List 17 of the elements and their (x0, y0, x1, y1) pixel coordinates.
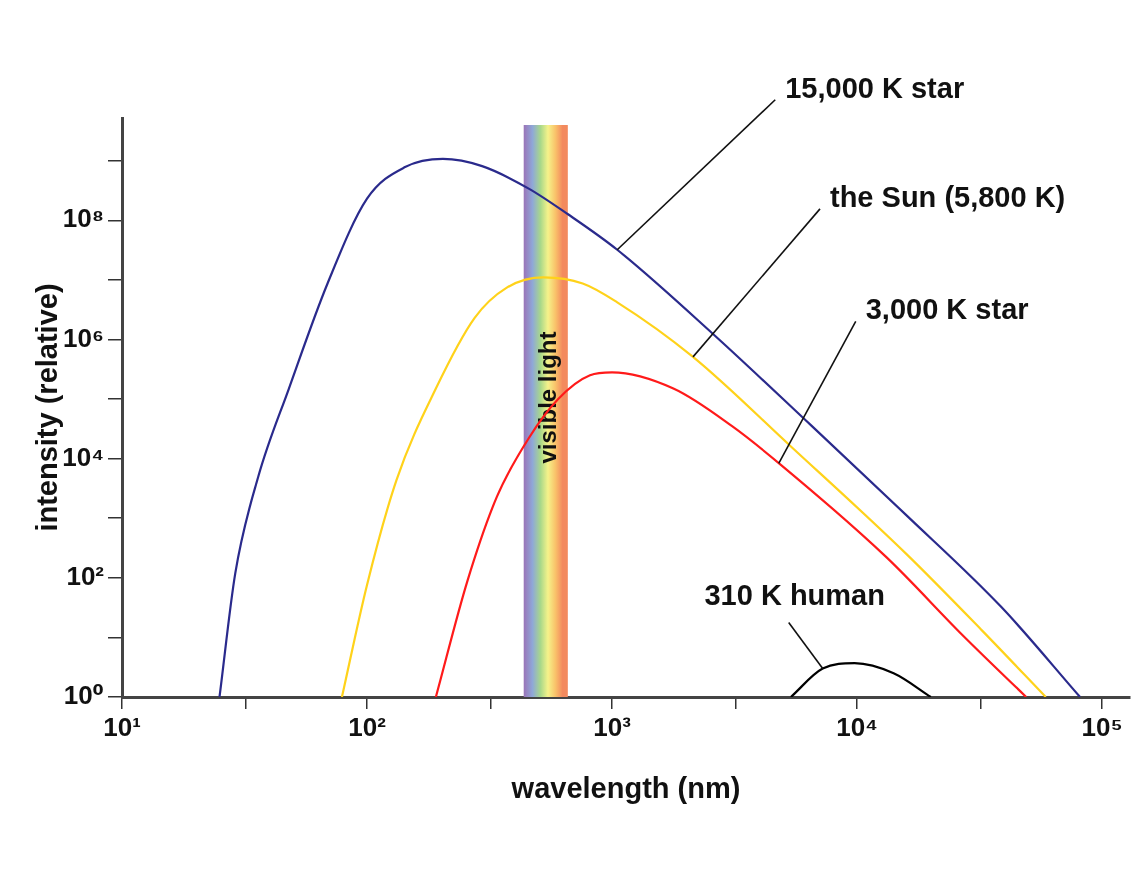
annotation: the Sun (5,800 K) (830, 180, 1066, 213)
x-tick-label: 10³ (593, 711, 632, 742)
x-tick-label: 10¹ (103, 711, 141, 742)
x-tick-label: 10⁴ (836, 711, 878, 742)
x-tick-label: 10² (348, 711, 387, 742)
y-axis-title: intensity (relative) (31, 283, 64, 532)
annotation: 15,000 K star (785, 71, 965, 104)
y-tick-label: 10⁰ (63, 680, 104, 711)
annotation: 3,000 K star (865, 293, 1029, 326)
y-tick-label: 10⁸ (62, 203, 104, 234)
x-tick-label: 10⁵ (1081, 711, 1123, 742)
x-axis-title: wavelength (nm) (510, 771, 741, 804)
y-tick-label: 10² (66, 560, 105, 591)
band-label: visible light (534, 331, 562, 464)
annotation: 310 K human (704, 578, 885, 611)
y-tick-label: 10⁶ (63, 322, 104, 353)
y-tick-label: 10⁴ (62, 441, 104, 472)
